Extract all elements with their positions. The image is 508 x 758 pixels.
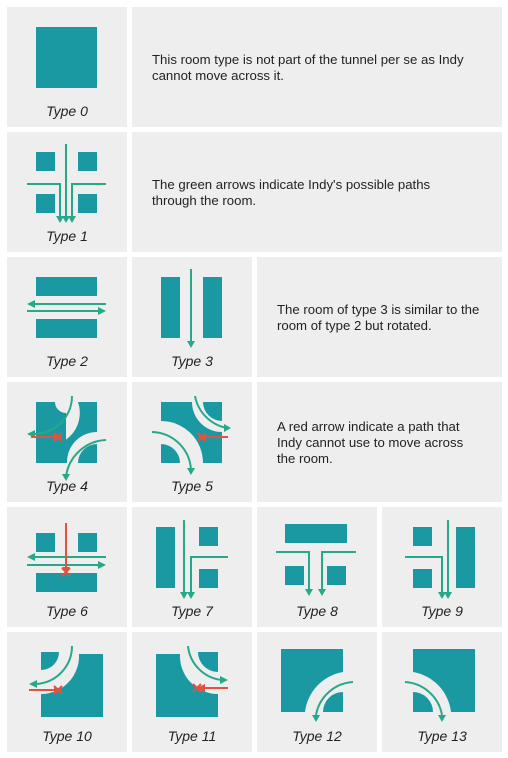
room-type-label: Type 5 <box>171 478 213 494</box>
room-type-10-diagram <box>29 645 103 717</box>
room-type-2-diagram <box>27 277 106 338</box>
room-type-11-cell: Type 11 <box>132 632 252 752</box>
room-type-label: Type 10 <box>42 728 92 744</box>
description-text: The room of type 3 is similar to the roo… <box>277 302 480 333</box>
description-text: A red arrow indicate a path that Indy ca… <box>277 419 464 466</box>
room-type-8-cell: Type 8 <box>257 507 377 627</box>
room-type-label: Type 9 <box>421 603 463 619</box>
description-cell: The green arrows indicate Indy's possibl… <box>132 132 502 252</box>
room-type-label: Type 3 <box>171 353 213 369</box>
room-type-5-diagram <box>151 395 231 475</box>
room-type-10-cell: Type 10 <box>7 632 127 752</box>
room-type-label: Type 8 <box>296 603 338 619</box>
room-type-13-diagram <box>404 649 475 722</box>
room-type-0-cell: Type 0 <box>7 7 127 127</box>
room-type-label: Type 13 <box>417 728 467 744</box>
room-type-7-cell: Type 7 <box>132 507 252 627</box>
room-type-4-cell: Type 4 <box>7 382 127 502</box>
room-type-8-diagram <box>276 524 356 596</box>
room-type-1-cell: Type 1 <box>7 132 127 252</box>
room-type-5-cell: Type 5 <box>132 382 252 502</box>
room-type-label: Type 7 <box>171 603 213 619</box>
room-type-label: Type 6 <box>46 603 88 619</box>
room-type-9-diagram <box>405 520 475 599</box>
room-type-12-cell: Type 12 <box>257 632 377 752</box>
description-cell: The room of type 3 is similar to the roo… <box>257 257 502 377</box>
room-type-11-diagram <box>156 645 228 717</box>
room-type-6-cell: Type 6 <box>7 507 127 627</box>
room-type-3-cell: Type 3 <box>132 257 252 377</box>
room-type-6-diagram <box>27 523 106 592</box>
room-type-13-cell: Type 13 <box>382 632 502 752</box>
room-type-label: Type 0 <box>46 103 88 119</box>
room-type-label: Type 11 <box>167 728 217 744</box>
description-cell: This room type is not part of the tunnel… <box>132 7 502 127</box>
room-type-2-cell: Type 2 <box>7 257 127 377</box>
description-text: This room type is not part of the tunnel… <box>152 52 464 83</box>
description-text: The green arrows indicate Indy's possibl… <box>152 177 431 208</box>
room-type-0-diagram <box>36 27 97 88</box>
room-type-label: Type 4 <box>46 478 88 494</box>
room-type-7-diagram <box>156 520 228 599</box>
room-type-label: Type 12 <box>292 728 342 744</box>
room-type-3-diagram <box>161 269 222 348</box>
room-type-4-diagram <box>27 395 107 481</box>
room-type-9-cell: Type 9 <box>382 507 502 627</box>
description-cell: A red arrow indicate a path that Indy ca… <box>257 382 502 502</box>
room-type-1-diagram <box>27 144 106 223</box>
room-type-label: Type 1 <box>46 228 88 244</box>
room-type-12-diagram <box>281 649 354 722</box>
room-type-label: Type 2 <box>46 353 88 369</box>
